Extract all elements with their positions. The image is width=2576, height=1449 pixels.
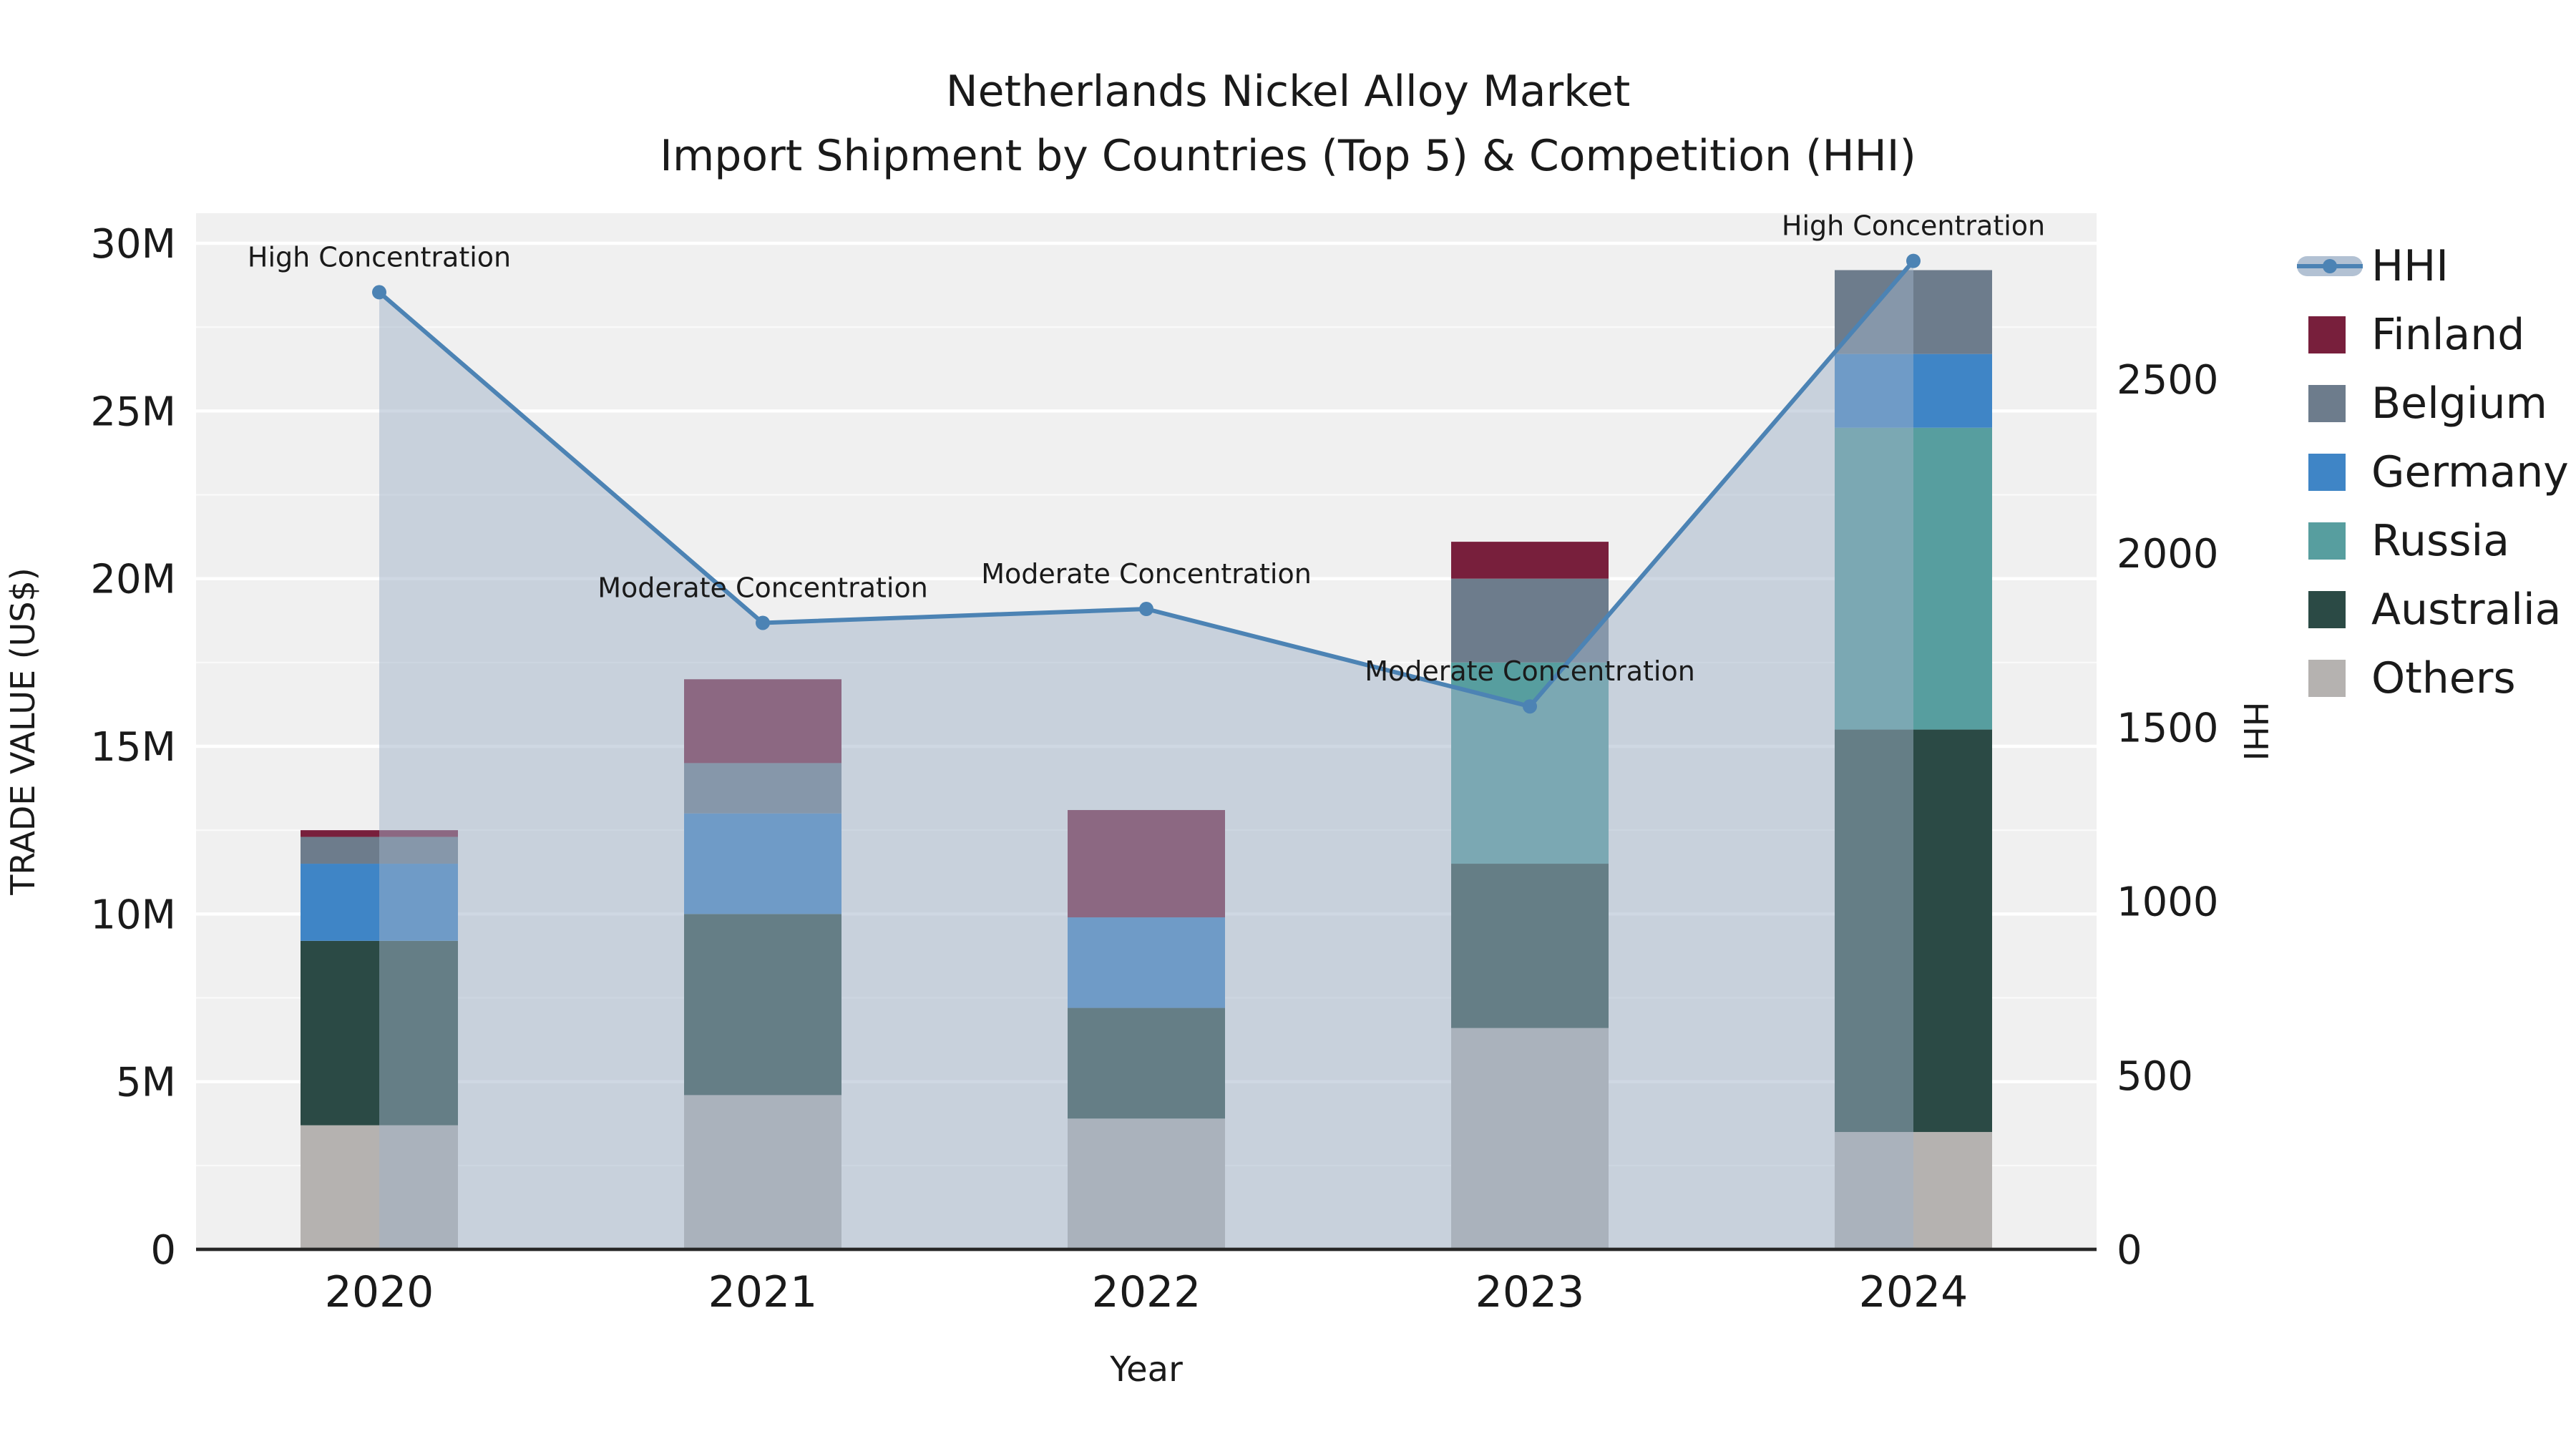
left-axis-ticks: 0 5M 10M 15M 20M 25M 30M: [90, 221, 176, 1274]
legend: HHI Finland Belgium Germany Russia Australia O…: [2297, 241, 2569, 703]
left-tick-label: 20M: [90, 557, 176, 603]
right-axis-ticks: 0 500 1000 1500 2000 2500: [2117, 357, 2219, 1274]
left-tick-label: 10M: [90, 892, 176, 938]
right-tick-label: 1000: [2117, 879, 2219, 926]
year-tick-label: 2021: [708, 1267, 818, 1317]
right-tick-label: 1500: [2117, 705, 2219, 751]
hhi-marker-2024: [1906, 253, 1921, 268]
legend-label-germany: Germany: [2371, 447, 2569, 497]
left-tick-label: 25M: [90, 389, 176, 435]
hhi-marker-2020: [372, 285, 386, 300]
legend-swatch-others: [2308, 660, 2346, 697]
left-tick-label: 5M: [116, 1060, 176, 1106]
annotation-2023: Moderate Concentration: [1365, 655, 1695, 687]
legend-label-finland: Finland: [2371, 310, 2524, 360]
year-tick-label: 2022: [1092, 1267, 1201, 1317]
chart-subtitle: Import Shipment by Countries (Top 5) & C…: [660, 131, 1916, 181]
year-tick-label: 2020: [325, 1267, 434, 1317]
chart-title: Netherlands Nickel Alloy Market: [946, 67, 1631, 117]
hhi-area-fill: [379, 260, 1913, 1249]
annotation-2021: Moderate Concentration: [597, 572, 928, 603]
hhi-marker-2022: [1139, 602, 1153, 617]
legend-label-hhi: HHI: [2371, 241, 2449, 291]
x-axis-label: Year: [1109, 1350, 1183, 1390]
right-tick-label: 500: [2117, 1053, 2193, 1100]
legend-label-russia: Russia: [2371, 516, 2509, 566]
legend-swatch-russia: [2308, 522, 2346, 560]
left-tick-label: 15M: [90, 724, 176, 771]
legend-label-belgium: Belgium: [2371, 379, 2547, 429]
legend-swatch-finland: [2308, 316, 2346, 353]
annotation-2020: High Concentration: [248, 241, 511, 273]
year-tick-label: 2023: [1475, 1267, 1585, 1317]
hhi-marker-2023: [1523, 699, 1537, 714]
annotation-2024: High Concentration: [1782, 210, 2045, 242]
left-tick-label: 0: [150, 1227, 176, 1274]
year-tick-label: 2024: [1859, 1267, 1968, 1317]
x-axis-ticks: 2020 2021 2022 2023 2024: [325, 1267, 1968, 1317]
legend-swatch-germany: [2308, 454, 2346, 491]
hhi-marker-2021: [756, 615, 770, 630]
right-tick-label: 2000: [2117, 531, 2219, 577]
legend-swatch-australia: [2308, 591, 2346, 628]
legend-label-australia: Australia: [2371, 585, 2561, 635]
annotation-2022: Moderate Concentration: [981, 558, 1312, 590]
bar-2023-finland: [1451, 542, 1609, 579]
legend-label-others: Others: [2371, 653, 2516, 703]
right-tick-label: 0: [2117, 1227, 2142, 1274]
y-axis-label-right: HHI: [2236, 702, 2275, 761]
legend-swatch-belgium: [2308, 385, 2346, 422]
y-axis-label-left: TRADE VALUE (US$): [4, 567, 42, 895]
left-tick-label: 30M: [90, 221, 176, 268]
annotations: High Concentration Moderate Concentration…: [248, 210, 2045, 688]
right-tick-label: 2500: [2117, 357, 2219, 404]
legend-hhi-marker-icon: [2323, 259, 2337, 273]
